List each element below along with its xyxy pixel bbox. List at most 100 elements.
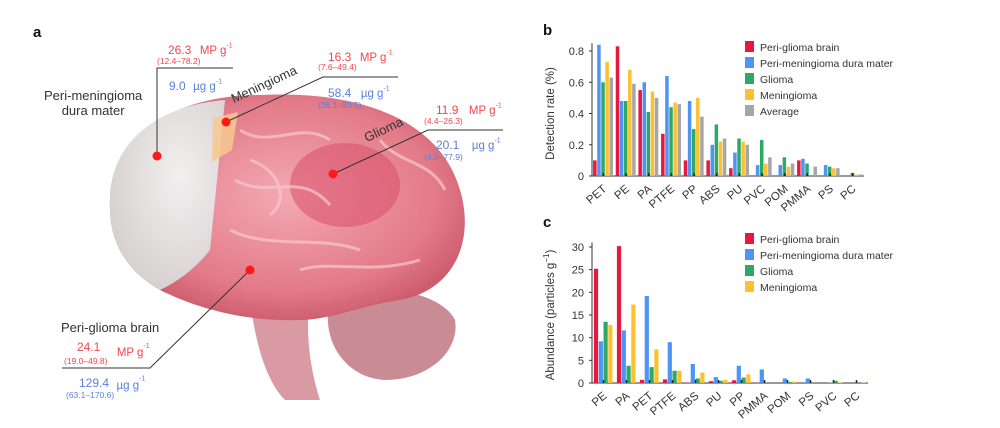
bar-glioma xyxy=(805,163,809,176)
bar-glioma xyxy=(646,111,651,176)
brain-stem xyxy=(250,300,320,400)
glioma-mass-unit: µg g xyxy=(471,140,495,152)
bar-meningioma xyxy=(696,97,700,176)
bar-meningioma xyxy=(741,141,745,176)
panel-label-b: b xyxy=(543,22,553,39)
meningioma-mp-unit: MP g xyxy=(359,52,387,64)
bar-average xyxy=(790,163,795,176)
x-tick-label: PU xyxy=(704,390,724,409)
legend-label: Peri-glioma brain xyxy=(760,234,840,246)
x-tick-label: PA xyxy=(614,390,633,409)
bar-peri-meningioma-dura-mater xyxy=(598,341,603,383)
panel-label-a: a xyxy=(33,24,42,41)
y-axis-label: Detection rate (%) xyxy=(545,67,557,160)
peri-glioma-mass-unit: µg g xyxy=(116,380,140,392)
x-tick-label: PTFE xyxy=(647,183,677,211)
bar-peri-meningioma-dura-mater xyxy=(713,377,718,383)
legend-label: Meningioma xyxy=(760,90,817,102)
bar-peri-glioma-brain xyxy=(731,380,737,383)
exponent: -1 xyxy=(495,102,502,110)
y-axis-label-text: Abundance (particles g xyxy=(545,263,557,381)
legend-swatch xyxy=(745,249,754,260)
dura-label: Peri-meningioma dura mater xyxy=(44,88,142,118)
legend-label: Average xyxy=(760,106,799,118)
bar-peri-meningioma-dura-mater xyxy=(690,363,695,383)
y-axis-label: Abundance (particles g−1) xyxy=(542,250,557,381)
peri-glioma-mp-range: (19.0–49.8) xyxy=(64,356,108,366)
bar-peri-glioma-brain xyxy=(639,379,645,383)
bar-glioma xyxy=(827,166,832,176)
bar-average xyxy=(768,157,772,176)
legend-label: Peri-meningioma dura mater xyxy=(760,58,894,70)
bar-meningioma xyxy=(650,91,655,176)
meningioma-mass: 58.4 µg g-1 xyxy=(328,84,390,102)
bar-meningioma xyxy=(673,102,677,176)
y-tick-label: 0.4 xyxy=(569,109,584,121)
x-tick-label: PE xyxy=(590,390,610,409)
bar-meningioma xyxy=(746,374,751,383)
dura-mass-value: 9.0 xyxy=(169,79,186,93)
meningioma-mass-unit: µg g xyxy=(360,88,384,100)
legend-swatch xyxy=(745,281,754,292)
legend-label: Glioma xyxy=(760,266,793,278)
bar-average xyxy=(677,104,681,176)
peri-glioma-marker xyxy=(245,265,255,275)
bar-peri-meningioma-dura-mater xyxy=(755,165,760,176)
peri-glioma-label: Peri-glioma brain xyxy=(61,320,160,335)
bar-average xyxy=(745,144,749,176)
bar-peri-meningioma-dura-mater xyxy=(805,378,810,383)
exponent: -1 xyxy=(494,137,501,145)
y-tick-label: 25 xyxy=(572,265,584,277)
bar-peri-meningioma-dura-mater xyxy=(759,369,764,383)
glioma-region xyxy=(290,143,400,227)
y-tick-label: 0 xyxy=(578,378,584,390)
meningioma-marker xyxy=(221,117,231,127)
legend-label: Peri-glioma brain xyxy=(760,42,840,54)
exponent: -1 xyxy=(215,78,222,86)
dura-mater-overlay xyxy=(109,100,225,290)
bar-average xyxy=(813,166,817,176)
y-axis-label-end: ) xyxy=(545,250,557,254)
x-tick-label: PTFE xyxy=(648,390,678,418)
bar-average xyxy=(836,168,840,176)
bar-glioma xyxy=(623,101,628,176)
x-tick-label: PET xyxy=(584,183,609,207)
meningioma-mp-range: (7.6–49.4) xyxy=(318,62,357,72)
bar-meningioma xyxy=(628,69,632,176)
bar-meningioma xyxy=(786,166,791,176)
bar-glioma xyxy=(695,378,700,383)
bar-glioma xyxy=(669,107,673,176)
y-tick-label: 30 xyxy=(572,242,584,254)
exponent: -1 xyxy=(143,342,150,350)
bar-meningioma xyxy=(631,304,636,383)
legend-swatch xyxy=(745,41,754,52)
bar-glioma xyxy=(601,82,605,176)
dura-label-line1: Peri-meningioma xyxy=(44,88,143,103)
bar-meningioma xyxy=(792,381,797,383)
bar-peri-meningioma-dura-mater xyxy=(710,144,715,176)
bar-peri-glioma-brain xyxy=(661,133,665,176)
bar-peri-glioma-brain xyxy=(593,160,597,176)
peri-glioma-mp-value: 24.1 xyxy=(77,340,101,354)
meningioma-leader-line xyxy=(225,76,398,123)
glioma-mass-value: 20.1 xyxy=(436,138,460,152)
y-tick-label: 5 xyxy=(578,355,584,367)
legend-label: Meningioma xyxy=(760,282,817,294)
bar-peri-meningioma-dura-mater xyxy=(667,342,672,383)
glioma-leader-line xyxy=(332,129,503,175)
bar-glioma xyxy=(626,365,631,383)
exponent: -1 xyxy=(226,42,233,50)
glioma-mp-range: (4.4–26.3) xyxy=(424,116,463,126)
bar-peri-glioma-brain xyxy=(662,379,668,383)
bar-peri-meningioma-dura-mater xyxy=(642,82,647,176)
legend-label: Glioma xyxy=(760,74,793,86)
bar-peri-meningioma-dura-mater xyxy=(778,165,783,176)
bar-glioma xyxy=(603,321,608,383)
bar-meningioma xyxy=(832,168,836,176)
dura-mp-unit: MP g xyxy=(199,45,227,57)
bar-glioma xyxy=(787,382,792,383)
bar-peri-glioma-brain xyxy=(797,160,801,176)
dura-marker xyxy=(152,151,162,161)
